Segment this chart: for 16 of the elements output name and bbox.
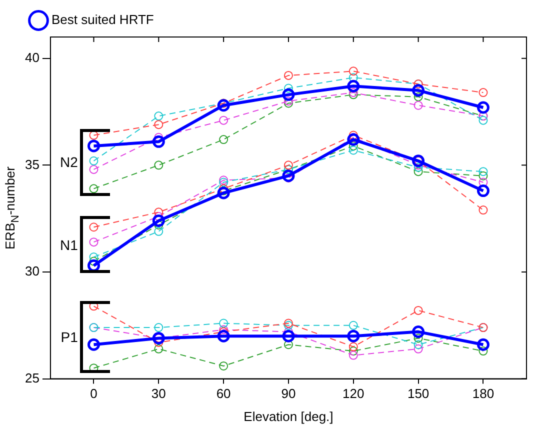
annotation: P1 (60, 329, 78, 346)
y-tick-label: 30 (24, 264, 40, 279)
y-tick-label: 25 (24, 370, 40, 386)
x-tick-label: 150 (407, 386, 430, 402)
x-tick-label: 120 (342, 386, 364, 402)
legend-label: Best suited HRTF (52, 12, 154, 28)
x-tick-label: 60 (216, 386, 231, 402)
x-tick-label: 0 (90, 386, 98, 402)
annotation: N1 (60, 236, 78, 253)
y-tick-label: 35 (24, 156, 40, 172)
x-tick-label: 180 (472, 386, 494, 402)
x-tick-label: 30 (151, 386, 166, 402)
y-tick-label: 40 (24, 50, 40, 65)
x-tick-label: 90 (281, 386, 296, 402)
x-axis-title: Elevation [deg.] (244, 408, 334, 424)
annotation: N2 (60, 154, 78, 170)
